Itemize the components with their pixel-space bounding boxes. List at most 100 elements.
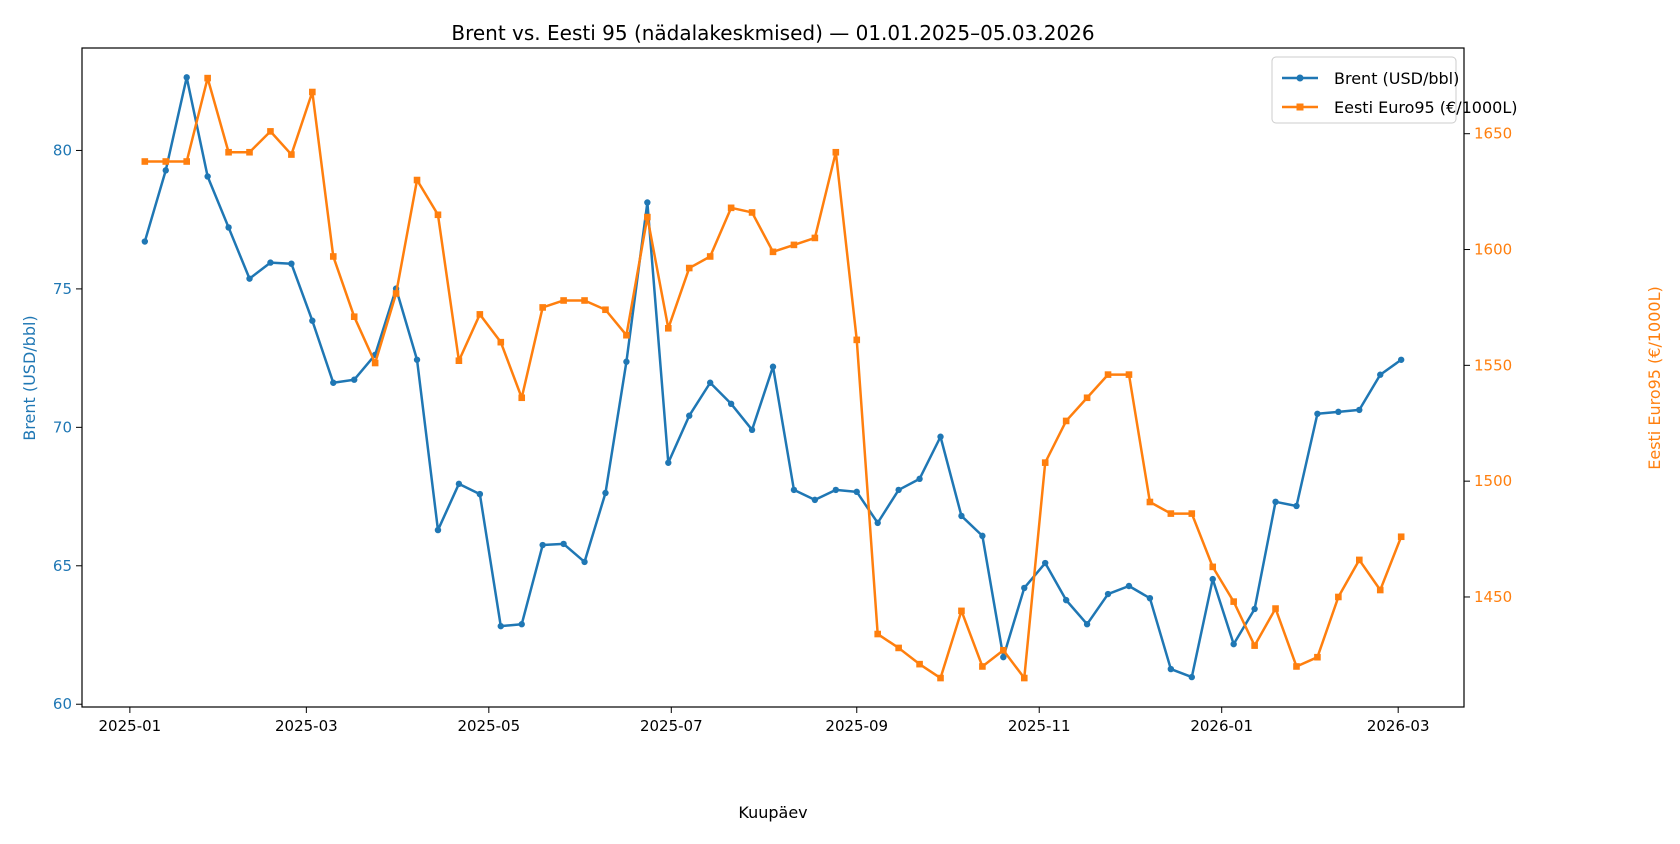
data-point-euro95 [748,209,756,216]
data-point-brent [748,426,756,434]
x-axis-label: Kuupäev [738,803,807,822]
data-point-brent [141,238,149,245]
data-point-brent [937,433,944,440]
data-point-euro95 [958,607,965,615]
data-point-brent [1021,584,1028,592]
data-point-euro95 [1376,586,1384,594]
data-point-brent [518,621,525,628]
data-point-euro95 [853,336,861,344]
data-point-euro95 [937,674,944,682]
data-point-brent [1335,408,1342,416]
data-point-brent [916,475,923,483]
data-point-euro95 [288,151,295,158]
data-point-euro95 [602,306,609,314]
y-tick-label-left: 65 [53,557,72,575]
x-tick-label: 2026-01 [1190,717,1253,735]
data-point-brent [1083,621,1091,628]
data-point-brent [1272,498,1279,506]
data-point-brent [979,532,986,540]
data-point-brent [476,490,484,498]
data-point-euro95 [623,331,630,339]
data-point-brent [288,260,295,267]
y-tick-label-right: 1550 [1474,356,1512,374]
data-point-euro95 [1041,459,1049,466]
y-tick-label-right: 1450 [1474,588,1512,606]
data-point-brent [1209,575,1216,583]
data-point-brent [351,376,358,383]
data-point-brent [413,356,421,363]
y-tick-label-left: 80 [53,141,72,159]
data-point-euro95 [1272,605,1279,612]
data-point-brent [1293,502,1300,510]
x-tick-label: 2025-01 [99,717,162,735]
data-point-brent [853,488,860,496]
data-point-euro95 [1335,593,1342,601]
y-tick-label-left: 70 [53,418,72,436]
data-point-brent [1230,640,1237,648]
data-point-euro95 [1397,533,1405,541]
data-point-euro95 [1104,371,1112,378]
data-point-brent [204,173,211,180]
data-point-brent [497,622,504,630]
data-point-euro95 [162,158,170,165]
data-point-euro95 [392,290,400,297]
legend-label-brent: Brent (USD/bbl) [1334,69,1459,88]
y-tick-label-right: 1500 [1474,472,1512,490]
data-point-brent [686,412,693,419]
data-point-euro95 [979,663,986,670]
x-tick-label: 2025-09 [825,717,888,735]
data-point-euro95 [581,297,588,304]
data-point-euro95 [371,359,379,367]
data-point-euro95 [1314,653,1321,661]
data-point-euro95 [267,128,274,135]
data-point-brent [1125,582,1133,590]
data-point-euro95 [916,660,923,668]
data-point-brent [644,199,651,206]
data-point-euro95 [141,158,149,165]
data-point-euro95 [769,248,777,256]
chart-title: Brent vs. Eesti 95 (nädalakeskmised) — 0… [451,21,1094,45]
data-point-euro95 [895,644,902,652]
data-point-euro95 [476,311,484,318]
data-point-euro95 [874,630,881,638]
data-point-brent [581,558,588,566]
x-tick-label: 2025-11 [1008,717,1071,735]
legend-marker-euro95 [1296,103,1304,111]
data-point-brent [665,459,672,466]
x-tick-label: 2025-05 [457,717,520,735]
data-point-brent [434,526,442,534]
data-point-brent [1167,665,1175,673]
data-point-brent [246,275,253,282]
y-tick-label-left: 75 [53,280,72,298]
data-point-brent [267,259,274,266]
data-point-euro95 [518,394,526,402]
data-point-euro95 [183,158,190,165]
data-point-brent [1397,356,1405,363]
data-point-euro95 [685,264,693,272]
data-point-brent [1042,559,1049,567]
data-point-brent [958,512,965,520]
data-point-brent [874,519,881,527]
data-point-euro95 [1293,663,1300,670]
data-point-brent [455,480,463,488]
data-point-brent [309,317,316,324]
data-point-euro95 [329,253,337,260]
y-tick-label-left: 60 [53,695,72,713]
data-point-brent [1377,371,1384,378]
data-point-euro95 [1188,510,1196,517]
data-point-euro95 [497,338,505,346]
data-point-brent [330,379,337,386]
data-point-brent [706,379,714,386]
data-point-brent [1062,596,1070,604]
data-point-brent [1000,653,1007,661]
legend: Brent (USD/bbl) Eesti Euro95 (€/1000L) [1271,56,1518,124]
data-point-euro95 [309,88,316,96]
data-point-brent [1104,590,1112,598]
x-tick-label: 2025-07 [640,717,703,735]
data-point-brent [623,358,630,365]
y-axis-label-left: Brent (USD/bbl) [20,315,39,440]
legend-label-euro95: Eesti Euro95 (€/1000L) [1334,98,1518,117]
data-point-brent [1314,410,1321,417]
data-point-euro95 [246,148,253,156]
